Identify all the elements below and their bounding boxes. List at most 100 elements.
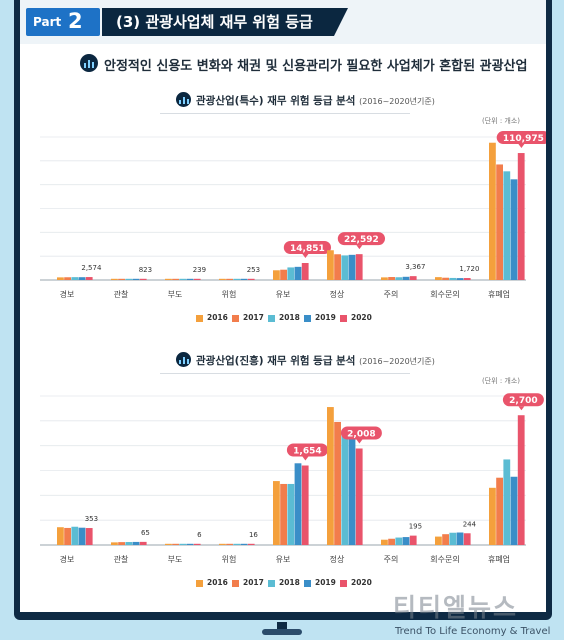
bar-chart-icon <box>80 54 98 72</box>
data-label: 195 <box>409 523 422 531</box>
bar-위험-2017 <box>226 543 233 545</box>
legend-label: 2019 <box>315 578 336 587</box>
bar-경보-2020 <box>85 277 93 280</box>
bar-휴폐업-2020 <box>517 153 525 280</box>
data-label: 14,851 <box>290 244 325 254</box>
chart1-unit-label: (단위 : 개소) <box>482 117 521 125</box>
bar-관찰-2018 <box>125 542 133 545</box>
chart1-heading-underline <box>160 113 410 114</box>
bar-위험-2017 <box>226 278 233 280</box>
data-label: 65 <box>141 529 150 537</box>
bar-관찰-2017 <box>118 278 125 280</box>
legend-label: 2017 <box>243 313 264 322</box>
bar-주의-2016 <box>381 539 388 545</box>
bar-위험-2018 <box>233 278 241 280</box>
bar-관찰-2016 <box>111 278 118 280</box>
x-tick-label: 유보 <box>276 555 291 564</box>
data-label: 1,720 <box>459 265 479 273</box>
bar-정상-2017 <box>334 254 341 280</box>
bar-정상-2019 <box>348 254 356 280</box>
bar-유보-2019 <box>294 463 302 545</box>
data-label-pointer <box>518 406 525 411</box>
data-label: 3,367 <box>405 263 425 271</box>
bar-휴폐업-2017 <box>496 477 503 545</box>
x-tick-label: 관찰 <box>114 289 129 299</box>
bar-유보-2017 <box>280 269 287 280</box>
data-label-badge <box>337 232 385 246</box>
bar-회수문의-2019 <box>456 278 464 280</box>
bar-휴폐업-2019 <box>510 179 518 280</box>
legend-swatch <box>196 580 203 587</box>
bar-관찰-2018 <box>125 278 133 280</box>
data-label-pointer <box>356 439 363 444</box>
bar-위험-2016 <box>219 278 226 280</box>
x-tick-label: 정상 <box>330 554 345 564</box>
bar-위험-2020 <box>247 278 255 280</box>
bar-회수문의-2017 <box>442 534 449 545</box>
chart1-legend: 2016 2017 2018 2019 2020 <box>196 313 496 325</box>
legend-item-2018: 2018 <box>268 313 328 325</box>
bar-위험-2020 <box>247 543 255 545</box>
bar-정상-2018 <box>341 255 349 280</box>
bar-유보-2020 <box>301 263 309 280</box>
bar-주의-2020 <box>409 535 417 545</box>
bar-휴폐업-2017 <box>496 164 503 280</box>
bar-회수문의-2020 <box>463 278 471 280</box>
bar-경보-2017 <box>64 277 71 280</box>
bar-부도-2020 <box>193 543 201 545</box>
legend-item-2020: 2020 <box>340 578 400 590</box>
chart1-plot: 경보 2,574 관찰 823 부도 239 위험 253 유보 14,851 정상 22,592 주의… <box>40 131 546 299</box>
x-tick-label: 유보 <box>276 290 291 299</box>
legend-swatch <box>340 315 347 322</box>
legend-item-2017: 2017 <box>232 313 292 325</box>
bar-회수문의-2020 <box>463 533 471 545</box>
legend-label: 2016 <box>207 578 228 587</box>
bar-경보-2019 <box>78 277 86 280</box>
bar-정상-2016 <box>327 250 334 280</box>
legend-label: 2019 <box>315 313 336 322</box>
bar-휴폐업-2018 <box>503 171 511 280</box>
legend-swatch <box>304 580 311 587</box>
bar-유보-2018 <box>287 267 295 280</box>
bar-유보-2018 <box>287 483 295 545</box>
data-label: 1,654 <box>293 447 321 457</box>
bar-주의-2017 <box>388 277 395 280</box>
data-label: 6 <box>197 531 202 539</box>
bar-부도-2016 <box>165 543 172 545</box>
legend-item-2020: 2020 <box>340 313 400 325</box>
x-tick-label: 휴폐업 <box>488 289 510 299</box>
chart2-legend: 2016 2017 2018 2019 2020 <box>196 578 496 590</box>
legend-item-2019: 2019 <box>304 578 364 590</box>
legend-swatch <box>232 580 239 587</box>
data-label-pointer <box>302 456 309 461</box>
legend-label: 2017 <box>243 578 264 587</box>
data-label: 253 <box>247 266 260 274</box>
legend-swatch <box>196 315 203 322</box>
legend-item-2018: 2018 <box>268 578 328 590</box>
bar-경보-2019 <box>78 527 86 545</box>
bar-회수문의-2016 <box>435 536 442 545</box>
legend-swatch <box>232 315 239 322</box>
bar-정상-2017 <box>334 421 341 545</box>
bar-경보-2016 <box>57 277 64 280</box>
bar-경보-2020 <box>85 528 93 545</box>
data-label: 2,574 <box>81 264 102 272</box>
bar-위험-2019 <box>240 278 248 280</box>
data-label-badge <box>286 443 328 457</box>
x-tick-label: 관찰 <box>114 554 129 564</box>
bar-관찰-2020 <box>139 278 147 280</box>
bar-회수문의-2018 <box>449 532 457 545</box>
bar-부도-2016 <box>165 278 172 280</box>
bar-부도-2017 <box>172 278 179 280</box>
bar-휴폐업-2020 <box>517 415 525 545</box>
chart2-title: 관광산업(진흥) 재무 위험 등급 분석 <box>196 355 356 367</box>
section-title: (3) 관광사업체 재무 위험 등급 <box>102 8 334 36</box>
data-label-badge <box>502 393 544 407</box>
legend-swatch <box>268 315 275 322</box>
bar-관찰-2019 <box>132 278 140 280</box>
headline-text: 안정적인 신용도 변화와 채권 및 신용관리가 필요한 사업체가 혼합된 관광산… <box>104 59 528 74</box>
chart2-heading-underline <box>160 373 410 374</box>
bar-부도-2018 <box>179 278 187 280</box>
x-tick-label: 주의 <box>384 289 399 299</box>
bar-주의-2020 <box>409 276 417 280</box>
